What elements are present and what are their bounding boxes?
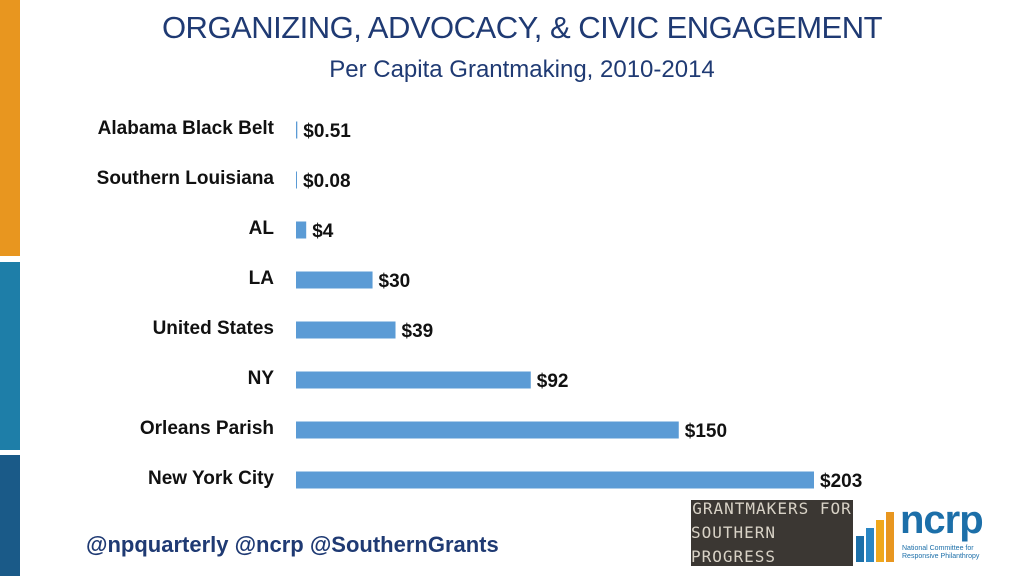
bar [296, 471, 814, 489]
side-strip-teal [0, 262, 20, 450]
category-label: Alabama Black Belt [98, 118, 275, 139]
data-label: $203 [820, 471, 862, 492]
bar [296, 321, 396, 339]
side-strip-navy [0, 455, 20, 576]
bar [296, 271, 373, 289]
ncrp-wordmark: ncrp [900, 498, 984, 542]
data-label: $150 [685, 421, 727, 442]
category-label: New York City [148, 468, 274, 489]
category-label: AL [249, 218, 275, 239]
gsp-logo-line-1: GRANTMAKERS FOR [692, 499, 852, 518]
ncrp-logo: ncrp National Committee for Responsive P… [856, 498, 1006, 566]
bar [296, 121, 298, 139]
bar [296, 171, 297, 189]
side-strip-orange [0, 0, 20, 256]
gsp-logo-line-2: SOUTHERN PROGRESS [691, 523, 777, 566]
ncrp-tagline: National Committee for Responsive Philan… [902, 545, 980, 560]
chart-title: ORGANIZING, ADVOCACY, & CIVIC ENGAGEMENT [161, 10, 883, 45]
chart-subtitle: Per Capita Grantmaking, 2010-2014 [329, 56, 715, 83]
data-label: $0.08 [303, 171, 351, 192]
data-label: $30 [379, 271, 411, 292]
data-label: $0.51 [303, 121, 351, 142]
category-label: NY [248, 368, 275, 389]
grantmakers-southern-progress-logo: GRANTMAKERS FOR SOUTHERN PROGRESS [691, 499, 853, 566]
category-label: Southern Louisiana [97, 168, 275, 189]
category-label: LA [249, 268, 275, 289]
ncrp-logo-mark-icon [856, 512, 894, 562]
category-label: Orleans Parish [140, 418, 274, 439]
data-label: $4 [312, 221, 334, 242]
data-label: $39 [402, 321, 434, 342]
footer-handles: @npquarterly @ncrp @SouthernGrants [86, 532, 499, 557]
category-label: United States [153, 318, 274, 339]
bar [296, 421, 679, 439]
bar [296, 371, 531, 389]
bar-chart: Alabama Black Belt $0.51 Southern Louisian… [97, 118, 863, 492]
bar [296, 221, 307, 239]
data-label: $92 [537, 371, 569, 392]
